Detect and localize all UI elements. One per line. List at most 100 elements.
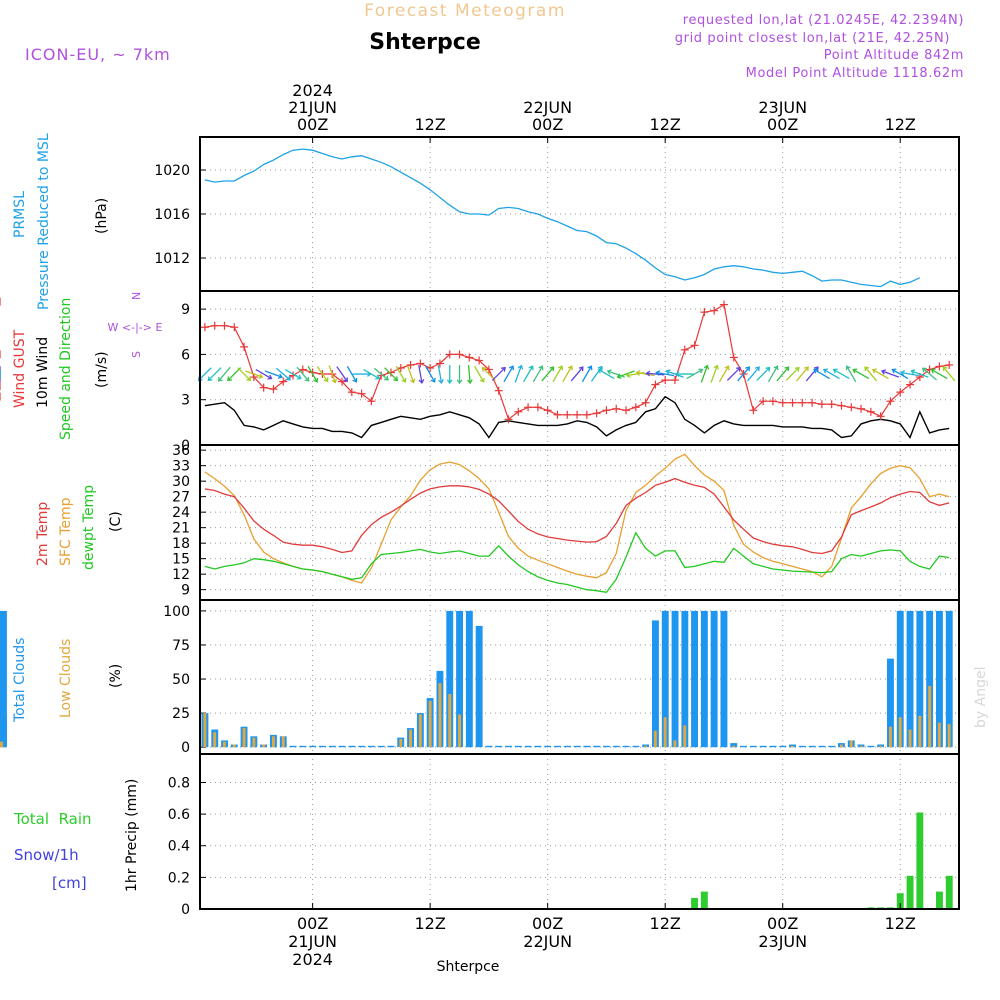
total-cloud-bar [534,745,542,748]
time-label-top: 23JUN [758,98,807,117]
gust-marker [514,407,523,416]
total-cloud-bar [740,745,747,748]
total-cloud-bar [475,625,483,748]
arrow-shaft [767,365,778,383]
dewpt-label: dewpt Temp [81,485,97,570]
temp-ytick-label: 30 [172,474,190,490]
gust-marker [710,306,719,315]
gust-marker [837,401,846,410]
sfc-temp-label: SFC Temp [58,497,74,566]
arrow-head [794,366,800,372]
low-clouds-label: Low Clouds [58,639,74,718]
wind-direction-arrow [562,365,573,383]
arrow-shaft [598,368,615,380]
wind-direction-arrow [655,370,675,377]
time-label-top: 22JUN [523,98,572,117]
temperature-labels: 2m Temp SFC Temp dewpt Temp (C) [35,485,124,570]
arrow-shaft [646,372,665,376]
total-cloud-bar [583,745,591,748]
temp-frame [199,444,960,601]
total-cloud-bar [632,745,640,748]
arrow-shaft [523,365,534,383]
clouds-ytick-label: 100 [163,604,190,620]
arrow-shaft [813,368,831,380]
low-cloud-bar [908,729,912,748]
wind-direction-arrow [296,366,310,382]
total-cloud-bar [700,610,708,748]
arrow-shaft [737,366,750,382]
arrow-head [313,377,319,383]
arrow-head [773,365,779,371]
arrow-shaft [207,367,222,381]
low-cloud-bar [683,725,687,748]
arrow-shaft [785,367,800,381]
arrow-head [813,368,819,374]
arrow-shaft [942,366,956,382]
arrow-head [616,373,622,379]
gust-marker [563,410,572,419]
total-cloud-bar [358,745,366,748]
arrow-head [703,364,710,370]
gust-marker [729,353,738,362]
precip-ytick-label: 0.2 [168,870,190,886]
arrow-head [304,376,310,382]
gust-marker [524,403,533,412]
arrow-head [606,369,612,375]
wind-direction-arrow [832,368,850,380]
arrow-shaft [237,367,251,381]
clouds-frame [199,599,960,755]
arrow-head [755,366,760,372]
wind-direction-arrow [346,365,358,383]
wind-direction-arrow [363,368,381,380]
arrow-head [578,366,584,372]
arrow-shaft [218,366,231,382]
wind-direction-arrow [437,365,444,384]
arrow-shaft [245,370,263,378]
total-cloud-bar [328,745,336,748]
arrow-head [258,373,264,379]
wind-direction-arrow [796,366,809,382]
low-cloud-bar [859,745,863,748]
snow-unit-label: [cm] [52,874,87,892]
arrow-head [558,365,564,371]
pressure-panel: 1012 1016 1020 [154,136,960,292]
model-label: ICON-EU, ~ 7km [25,45,171,64]
wind-ytick-label: 9 [181,302,190,318]
total-cloud-bar [681,610,689,748]
gust-marker [367,397,376,406]
arrow-shaft [852,368,870,380]
gust-marker [445,350,454,359]
arrow-shaft [425,365,436,383]
rain-bar [916,812,924,909]
precip-labels: Total Rain Snow/1h [cm] 1hr Precip (mm) [13,779,140,892]
gust-label: Wind GUST [12,329,28,408]
total-cloud-bar [945,610,953,748]
arrow-shaft [255,368,272,380]
wind-direction-arrow [616,370,635,379]
wind-direction-arrow [910,369,929,378]
wind-ytick-label: 3 [181,393,190,409]
arrow-shaft [384,367,398,381]
arrow-head [891,368,897,374]
gust-marker [602,406,611,415]
arrow-shaft [710,365,718,383]
low-cloud-bar [663,717,667,748]
wind-direction-arrow [645,370,665,377]
wind-direction-arrow [930,368,948,380]
total-cloud-bar [818,745,826,748]
arrow-shaft [264,370,283,378]
arrow-head [227,376,232,382]
wind-direction-arrow [523,365,534,383]
wind-direction-arrow [328,365,338,384]
arrow-head [942,366,948,372]
temp-ytick-label: 33 [172,459,190,475]
rain-bar [691,897,698,909]
low-cloud-bar [928,685,932,748]
low-cloud-bar [262,744,266,748]
arrow-shaft [437,365,443,384]
arrow-head [921,367,927,373]
arrow-head [481,366,487,372]
credit-watermark: by Angel [973,667,989,728]
rain-bar [936,891,943,909]
arrow-head [655,370,661,376]
